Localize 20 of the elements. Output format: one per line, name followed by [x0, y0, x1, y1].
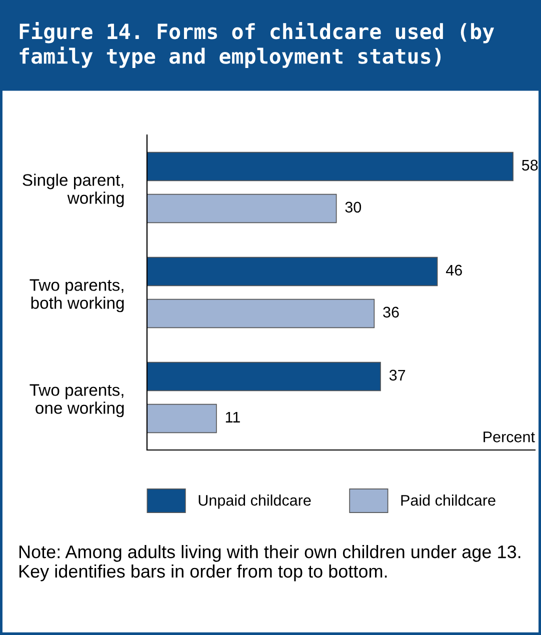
bar: [147, 298, 375, 328]
y-tick-label: Single parent, working: [22, 174, 124, 208]
data-label: 11: [226, 412, 240, 422]
data-label: 58: [522, 160, 538, 171]
bar: [147, 404, 217, 434]
data-label: 36: [383, 306, 399, 318]
chart-title: Figure 14. Forms of childcare used (by family type and employment status): [20, 22, 494, 68]
data-label: 37: [389, 370, 406, 381]
bar: [147, 362, 381, 392]
bar: [147, 194, 337, 224]
legend-label: Paid childcare: [401, 494, 496, 506]
bar: [147, 152, 514, 182]
legend-label: Unpaid childcare: [198, 494, 311, 509]
data-label: 46: [446, 264, 462, 276]
y-tick-label: Two parents, both working: [30, 279, 124, 312]
x-axis-title: Percent: [484, 432, 535, 442]
data-label: 30: [345, 202, 362, 213]
text: Note: Among adults living with their own children under age 13. Key identifies bars in order from top to bottom.: [19, 545, 520, 582]
y-tick-label: Two parents, one working: [30, 384, 124, 418]
bar: [147, 256, 438, 286]
